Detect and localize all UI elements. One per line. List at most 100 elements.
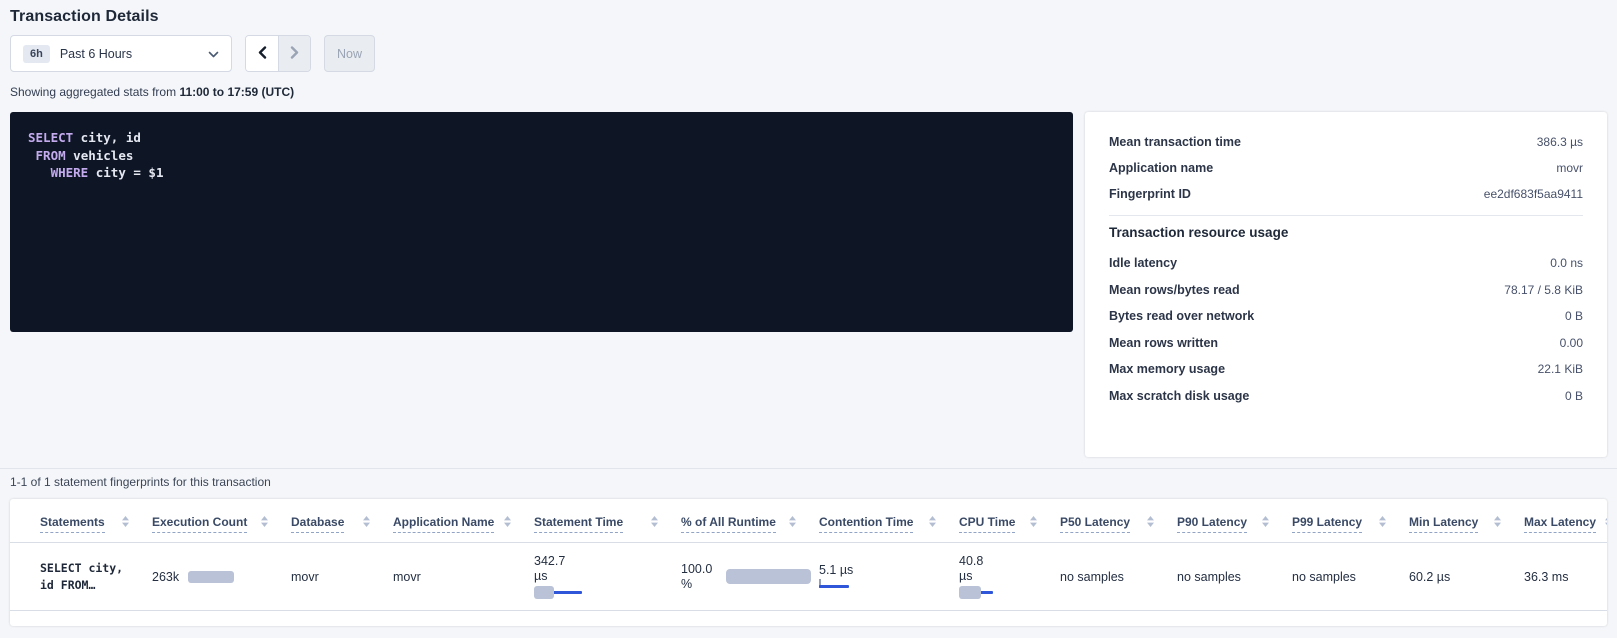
sort-icon[interactable] bbox=[1604, 515, 1607, 533]
cell-statement-time: 342.7 µs bbox=[534, 542, 681, 611]
stat-label: Idle latency bbox=[1109, 256, 1178, 271]
column-header-pct-of-all-runtime[interactable]: % of All Runtime bbox=[681, 499, 819, 543]
column-header-execution-count[interactable]: Execution Count bbox=[152, 499, 291, 543]
column-header-p99-latency[interactable]: P99 Latency bbox=[1292, 499, 1409, 543]
sort-icon[interactable] bbox=[362, 515, 371, 533]
min-latency-value: 60.2 µs bbox=[1409, 569, 1451, 584]
p99-latency-value: no samples bbox=[1292, 569, 1356, 584]
stat-row-application-name: Application name movr bbox=[1109, 155, 1583, 181]
time-nav-group bbox=[245, 35, 311, 72]
cell-max-latency: 36.3 ms bbox=[1524, 542, 1607, 611]
cell-p90-latency: no samples bbox=[1177, 542, 1292, 611]
next-range-button[interactable] bbox=[278, 36, 310, 71]
column-header-p90-latency[interactable]: P90 Latency bbox=[1177, 499, 1292, 543]
database-value: movr bbox=[291, 569, 319, 584]
cell-p50-latency: no samples bbox=[1060, 542, 1177, 611]
cell-contention-time: 5.1 µs bbox=[819, 542, 959, 611]
sort-icon[interactable] bbox=[1146, 515, 1155, 533]
stat-row-idle-latency: Idle latency 0.0 ns bbox=[1109, 250, 1583, 277]
statements-table-card: Statements Execution Count Database Appl… bbox=[10, 499, 1607, 626]
table-header-row: Statements Execution Count Database Appl… bbox=[10, 499, 1607, 543]
sql-code: SELECT city, id FROM vehicles WHERE city… bbox=[28, 130, 164, 180]
column-header-statement-time[interactable]: Statement Time bbox=[534, 499, 681, 543]
transaction-stats-card: Mean transaction time 386.3 µs Applicati… bbox=[1085, 112, 1607, 457]
stat-label: Mean rows written bbox=[1109, 335, 1219, 350]
stat-row-max-memory-usage: Max memory usage 22.1 KiB bbox=[1109, 356, 1583, 383]
sort-icon[interactable] bbox=[503, 515, 512, 533]
cell-statement[interactable]: SELECT city, id FROM… bbox=[10, 542, 152, 611]
stat-label: Application name bbox=[1109, 161, 1214, 175]
stat-row-bytes-read-over-network: Bytes read over network 0 B bbox=[1109, 303, 1583, 330]
contention-time-value: 5.1 µs bbox=[819, 563, 854, 577]
content-row: SELECT city, id FROM vehicles WHERE city… bbox=[10, 112, 1607, 457]
sort-icon[interactable] bbox=[121, 515, 130, 533]
statement-fingerprint-line1: SELECT city, bbox=[40, 560, 124, 575]
stat-value: 22.1 KiB bbox=[1537, 362, 1583, 377]
stat-row-mean-rows-written: Mean rows written 0.00 bbox=[1109, 330, 1583, 357]
cell-p99-latency: no samples bbox=[1292, 542, 1409, 611]
cell-execution-count: 263k bbox=[152, 542, 291, 611]
time-range-badge: 6h bbox=[23, 44, 50, 63]
sort-icon[interactable] bbox=[928, 515, 937, 533]
chevron-right-icon bbox=[290, 45, 299, 62]
cell-database: movr bbox=[291, 542, 393, 611]
p50-latency-value: no samples bbox=[1060, 569, 1124, 584]
stat-label: Mean transaction time bbox=[1109, 135, 1241, 149]
resource-rows: Idle latency 0.0 ns Mean rows/bytes read… bbox=[1109, 250, 1583, 409]
column-header-max-latency[interactable]: Max Latency bbox=[1524, 499, 1607, 543]
stat-label: Max scratch disk usage bbox=[1109, 388, 1250, 403]
stat-label: Fingerprint ID bbox=[1109, 187, 1191, 201]
column-header-cpu-time[interactable]: CPU Time bbox=[959, 499, 1060, 543]
now-button[interactable]: Now bbox=[324, 35, 376, 72]
statement-row: SELECT city, id FROM… 263k movr movr 342… bbox=[10, 542, 1607, 611]
stat-value: movr bbox=[1556, 161, 1583, 175]
contention-time-bar bbox=[819, 579, 849, 590]
sort-icon[interactable] bbox=[788, 515, 797, 533]
column-header-p50-latency[interactable]: P50 Latency bbox=[1060, 499, 1177, 543]
time-range-select[interactable]: 6h Past 6 Hours bbox=[10, 35, 232, 72]
cpu-time-bar bbox=[959, 586, 993, 599]
aggregated-stats-subtitle: Showing aggregated stats from 11:00 to 1… bbox=[10, 85, 1617, 99]
sort-icon[interactable] bbox=[1261, 515, 1270, 533]
sort-icon[interactable] bbox=[260, 515, 269, 533]
stat-label: Mean rows/bytes read bbox=[1109, 282, 1240, 297]
section-divider bbox=[0, 468, 1617, 469]
prev-range-button[interactable] bbox=[246, 36, 278, 71]
resource-usage-heading: Transaction resource usage bbox=[1109, 225, 1289, 240]
cell-pct-of-all-runtime: 100.0 % bbox=[681, 542, 819, 611]
stat-row-mean-rows-bytes-read: Mean rows/bytes read 78.17 / 5.8 KiB bbox=[1109, 277, 1583, 304]
stat-value: 0 B bbox=[1564, 388, 1583, 403]
stats-divider bbox=[1109, 215, 1583, 216]
pct-runtime-bar bbox=[726, 569, 811, 584]
column-header-statements[interactable]: Statements bbox=[10, 499, 152, 543]
application-name-value: movr bbox=[393, 569, 421, 584]
column-header-application-name[interactable]: Application Name bbox=[393, 499, 534, 543]
chevron-down-icon bbox=[208, 45, 219, 63]
execution-count-bar bbox=[188, 570, 235, 583]
stat-label: Max memory usage bbox=[1109, 362, 1226, 377]
sort-icon[interactable] bbox=[1493, 515, 1502, 533]
table-footer-space bbox=[10, 611, 1607, 626]
column-header-database[interactable]: Database bbox=[291, 499, 393, 543]
stat-label: Bytes read over network bbox=[1109, 309, 1255, 324]
column-header-contention-time[interactable]: Contention Time bbox=[819, 499, 959, 543]
stat-row-fingerprint-id: Fingerprint ID ee2df683f5aa9411 bbox=[1109, 181, 1583, 207]
max-latency-value: 36.3 ms bbox=[1524, 569, 1569, 584]
statements-table: Statements Execution Count Database Appl… bbox=[10, 499, 1607, 611]
stat-value: 386.3 µs bbox=[1536, 135, 1583, 149]
sort-icon[interactable] bbox=[650, 515, 659, 533]
statement-fingerprint-line2: id FROM… bbox=[40, 577, 96, 592]
cell-min-latency: 60.2 µs bbox=[1409, 542, 1524, 611]
column-header-min-latency[interactable]: Min Latency bbox=[1409, 499, 1524, 543]
time-range-label: Past 6 Hours bbox=[59, 46, 133, 61]
sort-icon[interactable] bbox=[1029, 515, 1038, 533]
stat-value: 0.00 bbox=[1559, 335, 1583, 350]
sort-icon[interactable] bbox=[1378, 515, 1387, 533]
pct-runtime-value: 100.0 % bbox=[681, 561, 713, 591]
p90-latency-value: no samples bbox=[1177, 569, 1241, 584]
stat-row-max-scratch-disk-usage: Max scratch disk usage 0 B bbox=[1109, 383, 1583, 410]
subtitle-range: 11:00 to 17:59 (UTC) bbox=[179, 85, 295, 99]
page-title: Transaction Details bbox=[10, 8, 159, 25]
sql-statement-box: SELECT city, id FROM vehicles WHERE city… bbox=[10, 112, 1073, 332]
